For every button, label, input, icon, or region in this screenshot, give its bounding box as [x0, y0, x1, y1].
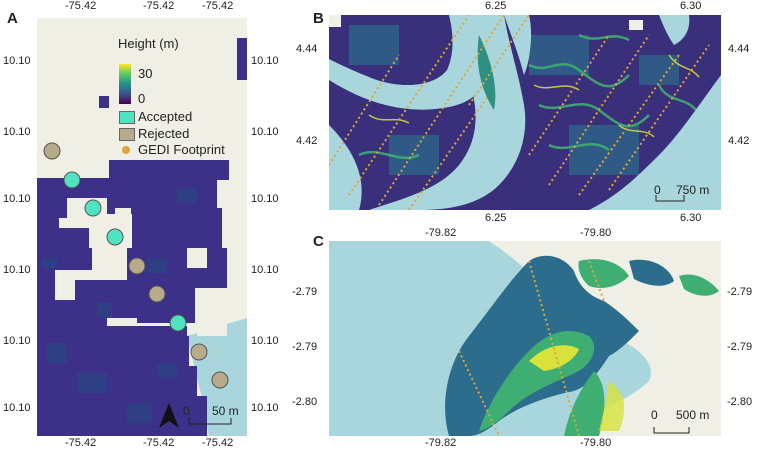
- panel-c-letter: C: [313, 233, 324, 250]
- accepted-point: [106, 228, 124, 246]
- panel-b-scale-zero: 0: [654, 183, 661, 197]
- panel-c-left-tick-2: -2.79: [292, 341, 318, 353]
- rejected-point: [128, 257, 146, 275]
- panel-a-left-tick-4: 10.10: [3, 264, 31, 276]
- panel-a-left-tick-5: 10.10: [3, 335, 31, 347]
- legend-rejected-label: Rejected: [138, 126, 190, 141]
- panel-a-top-tick-3: -75.42: [202, 0, 234, 12]
- panel-a-map: [37, 18, 247, 436]
- panel-b-island: [477, 35, 496, 110]
- panel-a-scale-label: 50 m: [212, 404, 239, 418]
- panel-b-top-tick-2: 6.30: [680, 0, 702, 12]
- panel-c-right-tick-3: -2.80: [727, 396, 753, 408]
- rejected-point: [190, 343, 208, 361]
- panel-a-left-tick-1: 10.10: [3, 55, 31, 67]
- panel-c-bottom-tick-1: -79.82: [425, 437, 457, 449]
- panel-b-left-tick-1: 4.44: [296, 43, 318, 55]
- panel-c-left-tick-1: -2.79: [292, 286, 318, 298]
- panel-a-bottom-tick-1: -75.42: [65, 437, 97, 449]
- legend-accepted-label: Accepted: [138, 109, 193, 124]
- panel-a-letter: A: [7, 10, 18, 27]
- panel-c-canopy: [445, 255, 719, 436]
- legend-gedi-swatch: [122, 146, 130, 154]
- panel-a-top-tick-1: -75.42: [65, 0, 97, 12]
- rejected-point: [211, 371, 229, 389]
- panel-c-right-tick-1: -2.79: [727, 286, 753, 298]
- panel-b-letter: B: [313, 10, 324, 27]
- panel-b-land: [329, 15, 643, 30]
- north-arrow-icon: [159, 403, 179, 428]
- panel-b-map-svg: [329, 15, 721, 210]
- panel-b-bottom-tick-2: 6.30: [680, 212, 702, 224]
- panel-c-scale-zero: 0: [651, 408, 658, 422]
- panel-a-right-tick-2: 10.10: [251, 126, 279, 138]
- panel-a-scale-zero: 0: [183, 404, 190, 418]
- panel-a-left-tick-6: 10.10: [3, 402, 31, 414]
- panel-a-canopy-texture: [42, 188, 197, 423]
- panel-a-right-tick-5: 10.10: [251, 335, 279, 347]
- legend-min-label: 0: [138, 91, 146, 106]
- panel-c-map: [329, 241, 721, 436]
- panel-c-bottom-tick-2: -79.80: [580, 437, 612, 449]
- legend-max-label: 30: [138, 66, 153, 81]
- panel-c-land: [489, 241, 721, 436]
- panel-b-scale-bar: [655, 195, 685, 202]
- accepted-point: [63, 171, 81, 189]
- panel-b-left-tick-2: 4.42: [296, 135, 318, 147]
- panel-a-left-tick-2: 10.10: [3, 126, 31, 138]
- panel-a-top-tick-2: -75.42: [143, 0, 175, 12]
- accepted-point: [169, 314, 187, 332]
- panel-c-left-tick-3: -2.80: [292, 396, 318, 408]
- panel-a-map-svg: [37, 38, 247, 436]
- panel-a-right-tick-1: 10.10: [251, 55, 279, 67]
- panel-a-accepted-points: [63, 171, 187, 332]
- legend-colorbar: [119, 64, 131, 104]
- panel-c-top-tick-1: -79.82: [425, 227, 457, 239]
- panel-b-top-tick-1: 6.25: [485, 0, 507, 12]
- panel-c-scale-label: 500 m: [676, 408, 710, 422]
- panel-b-map: [329, 15, 721, 210]
- panel-c-right-tick-2: -2.79: [727, 341, 753, 353]
- panel-b-canopy-tall: [368, 54, 700, 138]
- panel-b-bottom-tick-1: 6.25: [485, 212, 507, 224]
- rejected-point: [43, 142, 61, 160]
- legend-rejected-swatch: [119, 128, 135, 141]
- panel-b-right-tick-2: 4.42: [728, 135, 750, 147]
- legend-accepted-swatch: [119, 111, 135, 124]
- panel-a-right-tick-6: 10.10: [251, 402, 279, 414]
- panel-a-rejected-points: [43, 142, 229, 389]
- legend-gedi-label: GEDI Footprint: [138, 142, 225, 157]
- panel-c-top-tick-2: -79.80: [580, 227, 612, 239]
- panel-c-scale-bar: [653, 427, 690, 434]
- rejected-point: [148, 285, 166, 303]
- panel-a-bottom-tick-3: -75.42: [202, 437, 234, 449]
- panel-c-gedi-tracks: [458, 260, 605, 436]
- panel-b-gedi-tracks: [329, 15, 710, 210]
- panel-c-map-svg: [445, 241, 721, 436]
- legend: Height (m) 30 0 Accepted Rejected GEDI F…: [114, 30, 238, 160]
- accepted-point: [84, 199, 102, 217]
- panel-a-scale-bar: [188, 418, 232, 425]
- panel-b-right-tick-1: 4.44: [728, 43, 750, 55]
- panel-b-scale-label: 750 m: [676, 183, 710, 197]
- panel-a-right-tick-4: 10.10: [251, 264, 279, 276]
- panel-a-left-tick-3: 10.10: [3, 193, 31, 205]
- panel-a-right-tick-3: 10.10: [251, 193, 279, 205]
- legend-title: Height (m): [118, 36, 179, 51]
- panel-a-bottom-tick-2: -75.42: [143, 437, 175, 449]
